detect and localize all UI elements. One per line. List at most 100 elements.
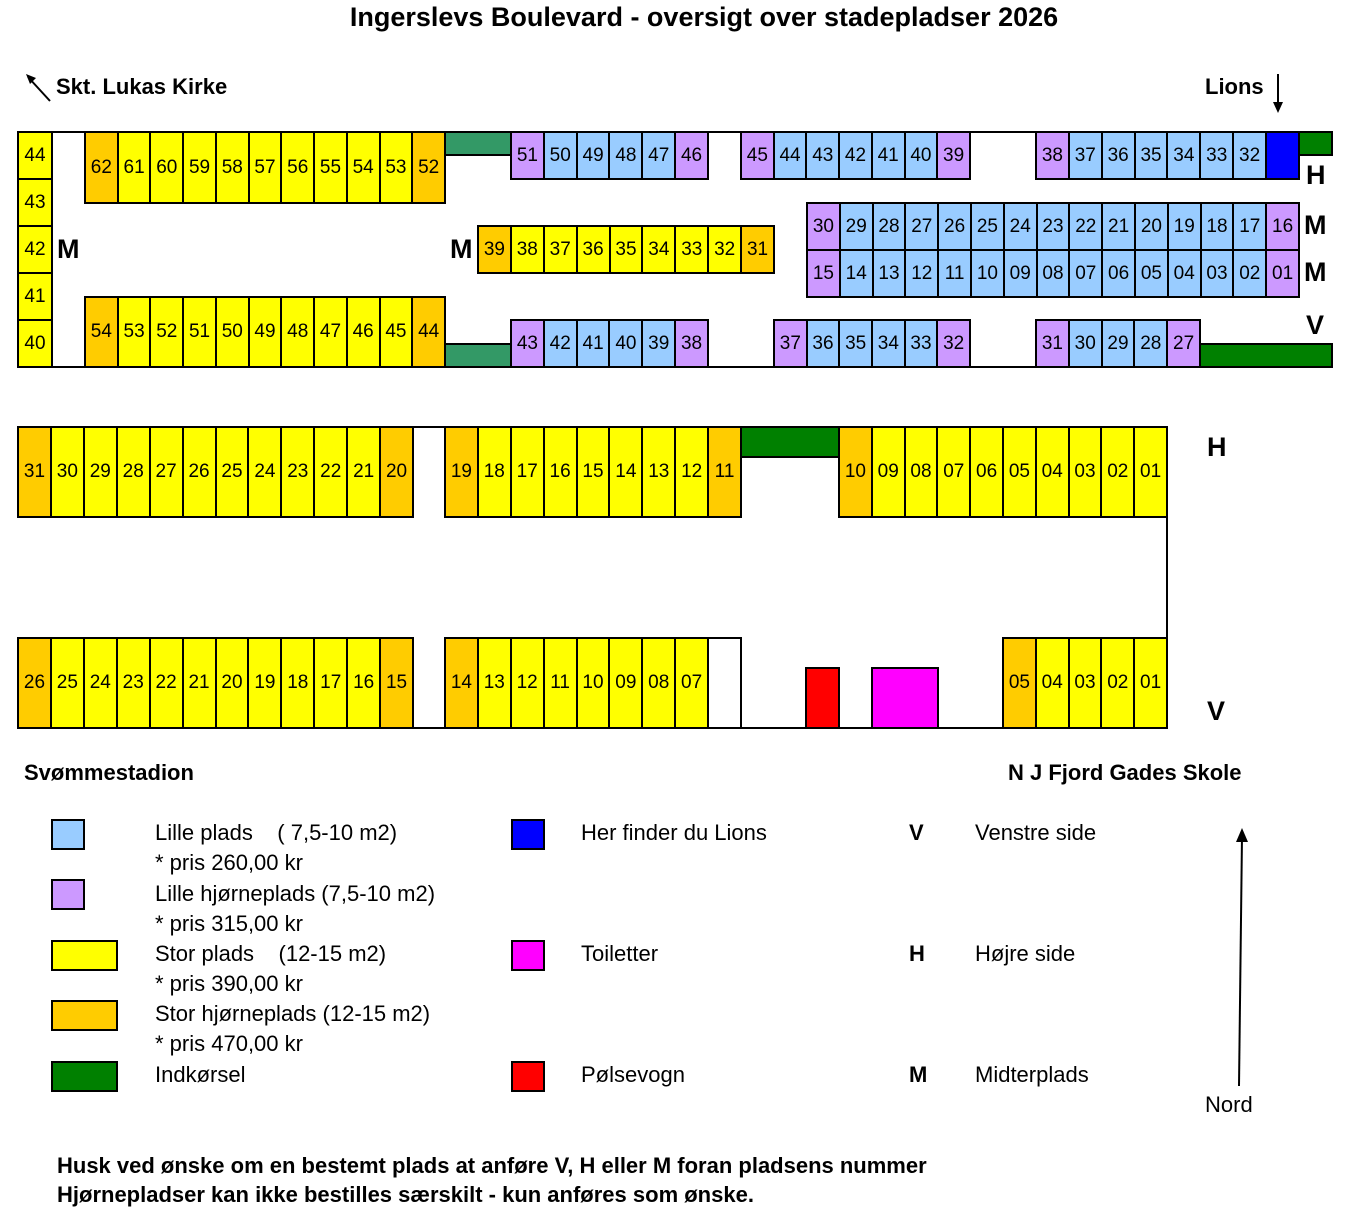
legend-swatch-lille-hjorne [51, 879, 85, 910]
stall-l: 07 [1068, 249, 1104, 298]
stall-l: 03 [1199, 249, 1235, 298]
stall-s: 33 [674, 225, 710, 274]
side-label-v: V [1306, 310, 1325, 340]
stall-s: 32 [707, 225, 743, 274]
lions-booth [1265, 131, 1300, 180]
legend-swatch-indkorsel [51, 1061, 118, 1092]
stall-l: 36 [805, 319, 841, 368]
landmark-nj-fjord-gades-skole: N J Fjord Gades Skole [1008, 760, 1242, 785]
stall-s: 21 [181, 637, 217, 729]
stall-l: 41 [870, 131, 906, 180]
legend-price: * pris 315,00 kr [155, 911, 303, 936]
legend-swatch-stor-hjorne [51, 1000, 118, 1031]
stall-l: 34 [871, 319, 906, 368]
stall-s: 05 [1002, 426, 1037, 518]
page-title: Ingerslevs Boulevard - oversigt over sta… [349, 2, 1059, 32]
stall-l: 02 [1232, 249, 1268, 298]
stall-s: 01 [1133, 426, 1168, 518]
stall-l: 26 [937, 202, 972, 251]
stall-s: 07 [936, 426, 972, 518]
stall-s: 03 [1067, 637, 1103, 729]
stall-lh: 51 [510, 131, 545, 180]
stall-lh: 37 [773, 319, 808, 368]
stall-s: 38 [509, 225, 545, 274]
stall-l: 11 [937, 249, 972, 298]
driveway-lower [740, 426, 840, 458]
stall-lh: 45 [740, 131, 775, 180]
stall-s: 30 [49, 426, 85, 518]
stall-l: 48 [608, 131, 644, 180]
stall-l: 47 [641, 131, 677, 180]
stall-s: 35 [608, 225, 644, 274]
stall-l: 42 [542, 319, 578, 368]
stall-s: 19 [247, 637, 283, 729]
stall-sh: 44 [411, 296, 447, 368]
legend-label: Stor hjørneplads (12-15 m2) [155, 1001, 431, 1026]
legend-price: * pris 470,00 kr [155, 1031, 303, 1056]
stall-s: 12 [509, 637, 545, 729]
stall-s: 09 [608, 637, 644, 729]
stall-s: 27 [148, 426, 184, 518]
stall-s: 54 [345, 131, 381, 204]
stall-s: 37 [542, 225, 578, 274]
stall-l: 18 [1199, 202, 1235, 251]
stall-s: 13 [476, 637, 512, 729]
side-label-h: H [1207, 432, 1227, 462]
legend-letter: H [909, 941, 925, 966]
stall-sh: 39 [477, 225, 512, 274]
stall-s: 25 [49, 637, 85, 729]
stall-s: 44 [17, 131, 53, 180]
stall-s: 04 [1034, 637, 1070, 729]
north-arrow-icon [1236, 828, 1248, 1087]
legend-label: Toiletter [581, 941, 659, 966]
stall-s: 16 [346, 637, 382, 729]
stall-sh: 26 [17, 637, 52, 729]
stall-s: 40 [17, 319, 53, 368]
stall-s: 58 [214, 131, 250, 204]
stall-l: 20 [1134, 202, 1169, 251]
stall-l: 17 [1232, 202, 1268, 251]
stall-s: 47 [313, 296, 348, 368]
stall-s: 26 [181, 426, 217, 518]
stall-s: 04 [1034, 426, 1070, 518]
stall-sh: 14 [444, 637, 479, 729]
stall-sh: 54 [84, 296, 119, 368]
stall-s: 18 [476, 426, 512, 518]
stall-s: 06 [969, 426, 1004, 518]
polsevogn-booth [805, 667, 840, 729]
stall-s: 34 [641, 225, 677, 274]
stall-lh: 32 [936, 319, 971, 368]
stall-s: 15 [575, 426, 611, 518]
toilets [871, 667, 939, 729]
legend-swatch-lions [511, 819, 545, 850]
stall-l: 44 [772, 131, 808, 180]
stall-l: 42 [838, 131, 873, 180]
stall-s: 50 [214, 296, 250, 368]
side-label-m: M [1304, 210, 1327, 240]
legend-label: Venstre side [975, 820, 1097, 845]
stall-l: 29 [1100, 319, 1136, 368]
stall-s: 12 [674, 426, 710, 518]
stall-s: 43 [17, 178, 53, 227]
driveway-upper-3 [1298, 131, 1333, 156]
stall-s: 23 [280, 426, 316, 518]
stall-lh: 15 [806, 249, 841, 298]
stall-l: 33 [1199, 131, 1235, 180]
stall-l: 37 [1067, 131, 1103, 180]
stall-l: 43 [805, 131, 841, 180]
stall-l: 34 [1166, 131, 1202, 180]
stall-l: 25 [970, 202, 1005, 251]
stall-s: 22 [148, 637, 184, 729]
stall-sh: 19 [444, 426, 479, 518]
stall-s: 56 [280, 131, 316, 204]
stall-s: 48 [280, 296, 316, 368]
stall-l: 09 [1002, 249, 1038, 298]
stall-l: 24 [1002, 202, 1038, 251]
stall-l: 08 [1035, 249, 1071, 298]
note: Hjørnepladser kan ikke bestilles særskil… [57, 1182, 754, 1207]
stall-l: 35 [838, 319, 873, 368]
side-label-m: M [450, 234, 473, 264]
stall-s: 11 [542, 637, 578, 729]
legend-label: Pølsevogn [581, 1062, 685, 1087]
stall-l: 27 [904, 202, 940, 251]
